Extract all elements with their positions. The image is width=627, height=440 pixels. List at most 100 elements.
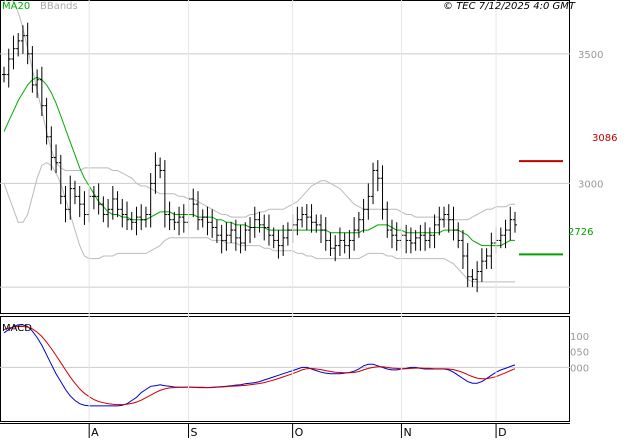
ohlc-bar [72, 180, 77, 205]
price-bars [2, 22, 517, 293]
ohlc-bar [446, 204, 451, 233]
ohlc-bar [503, 219, 508, 249]
ohlc-bar [68, 175, 73, 220]
ohlc-bar [427, 227, 432, 249]
ohlc-bar [498, 227, 503, 249]
ohlc-bar [77, 186, 82, 218]
price-gridlines [0, 53, 570, 288]
ohlc-bar [162, 160, 167, 228]
ohlc-bar [361, 198, 366, 233]
ohlc-bar [300, 206, 305, 228]
ohlc-bar [210, 209, 215, 238]
ohlc-bar [63, 186, 68, 223]
ohlc-bar [309, 204, 314, 233]
bollinger-bands [3, 0, 515, 283]
macd-tick-label: 100 [570, 332, 589, 343]
ohlc-bar [328, 232, 333, 256]
ohlc-bar [148, 173, 153, 228]
resistance-label: 3086 [592, 133, 617, 144]
ohlc-bar [181, 204, 186, 233]
ohlc-bar [224, 222, 229, 251]
ohlc-bar [115, 191, 120, 218]
ohlc-bar [2, 66, 6, 83]
ohlc-bar [252, 206, 257, 238]
ohlc-bar [219, 224, 224, 254]
ohlc-bar [479, 248, 484, 282]
ohlc-bar [82, 191, 87, 225]
signal-line [3, 326, 516, 406]
ohlc-bar [271, 227, 276, 249]
ohlc-bar [91, 186, 96, 210]
ohlc-bar [167, 201, 172, 231]
support-label: 2726 [568, 227, 593, 238]
ohlc-bar [25, 22, 30, 65]
macd-tick-label: 000 [570, 363, 589, 374]
ohlc-bar [58, 154, 63, 205]
ohlc-bar [172, 211, 177, 231]
x-tick-label: O [295, 426, 304, 439]
ohlc-bar [35, 69, 40, 98]
price-tick-label: 3500 [578, 50, 603, 61]
ohlc-bar [304, 204, 309, 231]
ohlc-bar [456, 222, 461, 249]
macd-axis-ticks: 100 050 000 [570, 332, 589, 375]
x-tick-label: A [91, 426, 99, 439]
ohlc-bar [16, 33, 21, 57]
ohlc-bar [285, 222, 290, 246]
ohlc-bar [262, 214, 267, 241]
ohlc-bar [214, 219, 219, 244]
macd-line [3, 324, 516, 407]
ohlc-bar [380, 165, 385, 220]
ohlc-bar [153, 152, 158, 194]
ohlc-bar [465, 243, 470, 288]
ohlc-bar [49, 126, 54, 171]
ohlc-bar [484, 248, 489, 269]
bbands-legend: BBands [40, 1, 78, 12]
macd-panel-frame [0, 316, 570, 422]
ohlc-bar [337, 227, 342, 256]
ohlc-bar [205, 206, 210, 236]
x-tick-label: N [403, 426, 411, 439]
ohlc-bar [408, 227, 413, 254]
level-lines [519, 160, 563, 256]
ohlc-bar [394, 222, 399, 251]
ohlc-bar [404, 224, 409, 254]
ohlc-bar [352, 217, 357, 251]
ohlc-bar [323, 217, 328, 251]
price-tick-label: 3000 [578, 179, 603, 190]
ohlc-bar [238, 224, 243, 254]
ohlc-bar [30, 46, 35, 93]
ohlc-bar [333, 235, 338, 262]
ohlc-bar [195, 191, 200, 231]
ohlc-bar [451, 206, 456, 241]
ohlc-bar [347, 230, 352, 259]
ohlc-bar [6, 48, 11, 88]
ohlc-bar [143, 206, 148, 228]
ohlc-bar [125, 201, 130, 231]
x-tick-label: D [498, 426, 506, 439]
ohlc-bar [110, 186, 115, 220]
ohlc-bar [200, 209, 205, 228]
ohlc-bar [101, 196, 106, 223]
macd-title: MACD [2, 323, 32, 334]
ohlc-bar [243, 222, 248, 251]
ohlc-bar [11, 35, 16, 70]
x-tick-label: S [191, 426, 198, 439]
ohlc-bar [281, 224, 286, 256]
timestamp: © TEC 7/12/2025 4:0 GMT [443, 1, 576, 12]
ohlc-bar [229, 222, 234, 244]
ohlc-bar [470, 268, 475, 288]
price-axis-ticks: 3500 3000 [578, 50, 603, 191]
ohlc-bar [375, 160, 380, 192]
ohlc-bar [413, 230, 418, 251]
ohlc-bar [460, 230, 465, 269]
ohlc-bar [475, 261, 480, 293]
ohlc-bar [266, 214, 271, 246]
ohlc-bar [134, 206, 139, 236]
ohlc-bar [233, 219, 238, 251]
ohlc-bar [442, 206, 447, 228]
ohlc-bar [356, 211, 361, 238]
ohlc-bar [129, 211, 134, 231]
